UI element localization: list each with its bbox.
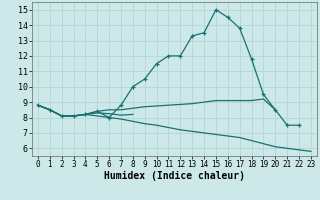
X-axis label: Humidex (Indice chaleur): Humidex (Indice chaleur): [104, 171, 245, 181]
